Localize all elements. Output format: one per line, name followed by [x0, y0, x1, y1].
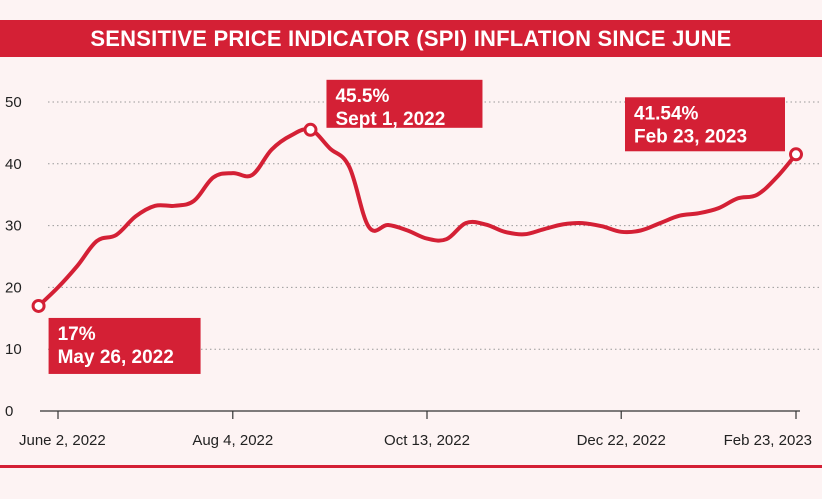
y-tick-labels: 0 10 20 30 40 50	[5, 94, 22, 420]
annotation-date: Feb 23, 2023	[634, 126, 747, 147]
series-line	[36, 127, 798, 308]
y-tick-label: 10	[5, 341, 22, 358]
y-tick-label: 0	[5, 403, 13, 420]
bottom-rule	[0, 465, 822, 468]
annotation-date: May 26, 2022	[58, 347, 174, 368]
x-tick-label: Dec 22, 2022	[577, 432, 666, 449]
annotation-value: 41.54%	[634, 103, 699, 124]
data-point-marker	[31, 298, 46, 313]
y-tick-label: 30	[5, 218, 22, 235]
y-tick-label: 20	[5, 279, 22, 296]
y-tick-label: 50	[5, 94, 22, 111]
annotations: 17%May 26, 2022 45.5%Sept 1, 2022 41.54%Fe…	[31, 79, 803, 374]
annotation-value: 45.5%	[335, 86, 389, 107]
data-point-marker	[789, 147, 803, 162]
data-point-marker	[303, 122, 318, 137]
x-tick-labels: June 2, 2022 Aug 4, 2022 Oct 13, 2022 Dec 2…	[19, 432, 812, 449]
y-tick-label: 40	[5, 156, 22, 173]
annotation-box	[625, 97, 785, 152]
annotation-value: 17%	[58, 324, 96, 345]
x-tick-label: Oct 13, 2022	[384, 432, 470, 449]
x-tick-label: Aug 4, 2022	[192, 432, 273, 449]
title-bar: SENSITIVE PRICE INDICATOR (SPI) INFLATIO…	[0, 20, 822, 57]
axes	[40, 410, 800, 419]
x-tick-label: Feb 23, 2023	[724, 432, 812, 449]
chart-title: SENSITIVE PRICE INDICATOR (SPI) INFLATIO…	[90, 25, 732, 51]
annotation-date: Sept 1, 2022	[335, 109, 445, 130]
x-tick-label: June 2, 2022	[19, 432, 106, 449]
annotation-box	[326, 79, 483, 128]
series-line-group	[36, 127, 798, 308]
annotation-box	[48, 317, 201, 374]
